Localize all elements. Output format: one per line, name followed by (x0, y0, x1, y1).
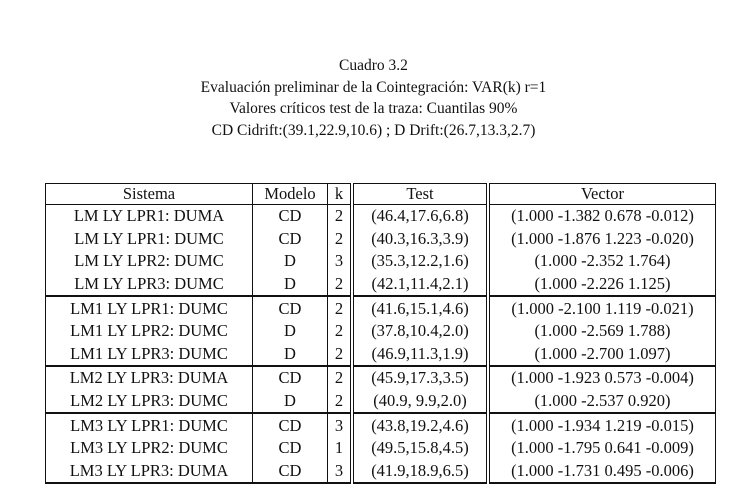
cell-modelo: CD (252, 295, 328, 320)
cell-modelo: D (252, 319, 328, 343)
header-row: Sistema Modelo k Test Vector (45, 183, 716, 205)
cell-test: (41.6,15.1,4.6) (350, 295, 489, 320)
header-test: Test (350, 183, 489, 205)
cell-modelo: CD (252, 459, 328, 485)
cell-test: (42.1,11.4,2.1) (350, 272, 489, 297)
cell-k: 2 (327, 342, 353, 367)
cell-sistema: LM3 LY LPR1: DUMC (45, 412, 253, 437)
table-caption: Cuadro 3.2 Evaluación preliminar de la C… (0, 55, 747, 141)
cell-test: (41.9,18.9,6.5) (350, 459, 489, 485)
cell-modelo: D (252, 342, 328, 367)
cell-test: (35.3,12.2,1.6) (350, 250, 489, 273)
table-row: LM3 LY LPR3: DUMA CD 3 (41.9,18.9,6.5) (1.00… (45, 459, 716, 485)
cell-test: (40.3,16.3,3.9) (350, 227, 489, 251)
cell-test: (49.5,15.8,4.5) (350, 436, 489, 460)
cell-vector: (1.000 -1.876 1.223 -0.020) (486, 227, 716, 251)
table-row: LM LY LPR1: DUMA CD 2 (46.4,17.6,6.8) (1.000… (45, 204, 716, 228)
cell-vector: (1.000 -1.382 0.678 -0.012) (486, 204, 716, 228)
cell-k: 3 (327, 412, 353, 437)
table-row: LM LY LPR2: DUMC D 3 (35.3,12.2,1.6) (1.000 … (45, 250, 716, 273)
header-sistema: Sistema (45, 183, 253, 205)
cell-modelo: CD (252, 412, 328, 437)
table-row: LM1 LY LPR2: DUMC D 2 (37.8,10.4,2.0) (1.000… (45, 319, 716, 343)
cell-modelo: CD (252, 365, 328, 390)
cell-modelo: CD (252, 436, 328, 460)
cell-vector: (1.000 -2.352 1.764) (486, 250, 716, 273)
cell-sistema: LM1 LY LPR2: DUMC (45, 319, 253, 343)
cell-test: (45.9,17.3,3.5) (350, 365, 489, 390)
cell-sistema: LM3 LY LPR2: DUMC (45, 436, 253, 460)
cell-k: 3 (327, 459, 353, 485)
caption-critical-values: Valores críticos test de la traza: Cuant… (229, 100, 518, 117)
table-row: LM LY LPR1: DUMC CD 2 (40.3,16.3,3.9) (1.000… (45, 227, 716, 251)
cell-modelo: D (252, 250, 328, 273)
cell-vector: (1.000 -1.934 1.219 -0.015) (486, 412, 716, 437)
cell-k: 2 (327, 227, 353, 251)
cell-k: 2 (327, 204, 353, 228)
cell-test: (46.9,11.3,1.9) (350, 342, 489, 367)
table-row: LM3 LY LPR2: DUMC CD 1 (49.5,15.8,4.5) (1.00… (45, 436, 716, 460)
table-row: LM2 LY LPR3: DUMC D 2 (40.9, 9.9,2.0) (1.000… (45, 389, 716, 414)
cell-sistema: LM3 LY LPR3: DUMA (45, 459, 253, 485)
table-row: LM1 LY LPR1: DUMC CD 2 (41.6,15.1,4.6) (1.00… (45, 295, 716, 320)
cell-test: (43.8,19.2,4.6) (350, 412, 489, 437)
cell-modelo: D (252, 272, 328, 297)
header-k: k (327, 183, 353, 205)
cell-k: 3 (327, 250, 353, 273)
header-vector: Vector (486, 183, 716, 205)
cell-k: 1 (327, 436, 353, 460)
cell-modelo: CD (252, 227, 328, 251)
cell-sistema: LM2 LY LPR3: DUMA (45, 365, 253, 390)
table-row: LM1 LY LPR3: DUMC D 2 (46.9,11.3,1.9) (1.000… (45, 342, 716, 367)
cell-sistema: LM1 LY LPR1: DUMC (45, 295, 253, 320)
cell-k: 2 (327, 319, 353, 343)
cell-k: 2 (327, 365, 353, 390)
cell-sistema: LM LY LPR1: DUMC (45, 227, 253, 251)
caption-drift-values: CD Cidrift:(39.1,22.9,10.6) ; D Drift:(2… (211, 121, 536, 139)
cell-sistema: LM LY LPR2: DUMC (45, 250, 253, 273)
cell-test: (40.9, 9.9,2.0) (350, 389, 489, 414)
header-modelo: Modelo (252, 183, 328, 205)
cell-sistema: LM2 LY LPR3: DUMC (45, 389, 253, 414)
cell-vector: (1.000 -2.569 1.788) (486, 319, 716, 343)
cell-test: (37.8,10.4,2.0) (350, 319, 489, 343)
cell-test: (46.4,17.6,6.8) (350, 204, 489, 228)
cell-vector: (1.000 -1.795 0.641 -0.009) (486, 436, 716, 460)
caption-title: Cuadro 3.2 (339, 57, 408, 74)
cell-k: 2 (327, 389, 353, 414)
cell-vector: (1.000 -2.100 1.119 -0.021) (486, 295, 716, 320)
cell-k: 2 (327, 272, 353, 297)
cell-vector: (1.000 -2.700 1.097) (486, 342, 716, 367)
cointegration-table: Sistema Modelo k Test Vector LM LY LPR1:… (45, 183, 716, 485)
cell-vector: (1.000 -2.537 0.920) (486, 389, 716, 414)
cell-modelo: CD (252, 204, 328, 228)
cell-sistema: LM LY LPR3: DUMC (45, 272, 253, 297)
cell-modelo: D (252, 389, 328, 414)
cell-sistema: LM1 LY LPR3: DUMC (45, 342, 253, 367)
cell-vector: (1.000 -1.923 0.573 -0.004) (486, 365, 716, 390)
table-row: LM3 LY LPR1: DUMC CD 3 (43.8,19.2,4.6) (1.00… (45, 412, 716, 437)
cell-k: 2 (327, 295, 353, 320)
cell-vector: (1.000 -2.226 1.125) (486, 272, 716, 297)
caption-subtitle: Evaluación preliminar de la Cointegració… (200, 78, 547, 96)
cell-vector: (1.000 -1.731 0.495 -0.006) (486, 459, 716, 485)
cell-sistema: LM LY LPR1: DUMA (45, 204, 253, 228)
table-row: LM LY LPR3: DUMC D 2 (42.1,11.4,2.1) (1.000 … (45, 272, 716, 297)
table-row: LM2 LY LPR3: DUMA CD 2 (45.9,17.3,3.5) (1.00… (45, 365, 716, 390)
